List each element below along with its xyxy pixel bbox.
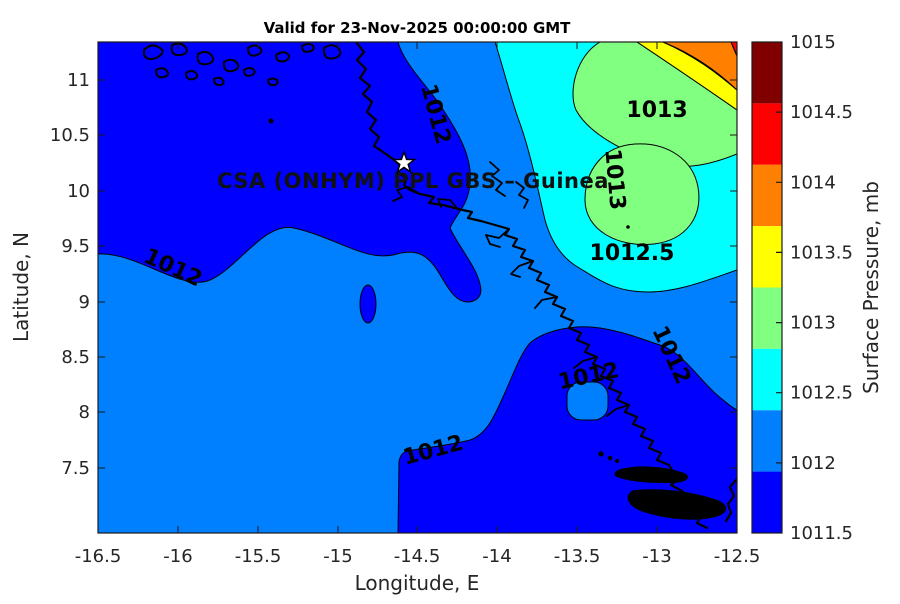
colorbar-segment bbox=[752, 103, 782, 165]
x-tick: -16.5 bbox=[75, 546, 122, 567]
colorbar-segment bbox=[752, 42, 782, 104]
y-tick: 7.5 bbox=[61, 458, 90, 479]
island-sherbro-large bbox=[627, 489, 727, 520]
colorbar-segment bbox=[752, 226, 782, 288]
colorbar-segment bbox=[752, 471, 782, 533]
colorbar-tick-label: 1013.5 bbox=[790, 242, 853, 263]
figure-title: Valid for 23-Nov-2025 00:00:00 GMT bbox=[264, 19, 572, 37]
islet-dot bbox=[268, 118, 274, 124]
star-marker-icon bbox=[391, 149, 417, 174]
contour-label-1013-rotated: 1013 bbox=[599, 148, 629, 211]
region-1013-lower-cell bbox=[584, 143, 700, 246]
island-group bbox=[268, 118, 727, 520]
colorbar-tick-label: 1013 bbox=[790, 313, 836, 334]
x-tick: -12.5 bbox=[714, 546, 761, 567]
colorbar-segment bbox=[752, 164, 782, 227]
colorbar-tick-label: 1014.5 bbox=[790, 102, 853, 123]
colorbar: 1015 1014.5 1014 1013.5 1013 1012.5 1012… bbox=[751, 32, 883, 544]
coastline-archipelago bbox=[143, 42, 342, 87]
region-1012-hole bbox=[566, 381, 609, 421]
colorbar-tick-label: 1012 bbox=[790, 453, 836, 474]
y-axis-ticks-right bbox=[730, 79, 737, 469]
x-tick: -16 bbox=[163, 546, 192, 567]
y-tick: 9 bbox=[79, 292, 90, 313]
y-tick: 10.5 bbox=[50, 125, 90, 146]
colorbar-ticks bbox=[776, 111, 782, 464]
colorbar-tick-label: 1014 bbox=[790, 172, 836, 193]
islet-dot bbox=[607, 455, 613, 461]
x-tick: -13.5 bbox=[554, 546, 601, 567]
x-tick: -15.5 bbox=[235, 546, 282, 567]
y-tick: 11 bbox=[67, 70, 90, 91]
coastline-main bbox=[354, 42, 709, 530]
island-sherbro-small bbox=[614, 466, 688, 483]
x-tick: -14 bbox=[482, 546, 511, 567]
coastline-right-edge bbox=[724, 477, 737, 523]
islet-dot bbox=[614, 458, 620, 464]
colorbar-axis-label: Surface Pressure, mb bbox=[859, 181, 883, 394]
contour-label-1013-upper: 1013 bbox=[626, 98, 687, 123]
islet-dot bbox=[598, 451, 604, 457]
y-tick: 10 bbox=[67, 181, 90, 202]
x-tick: -15 bbox=[323, 546, 352, 567]
contour-field: 1012 1012 1012 1012 1012 1013 1013 1012.… bbox=[98, 42, 737, 533]
y-tick: 9.5 bbox=[61, 236, 90, 257]
y-tick: 8.5 bbox=[61, 347, 90, 368]
plot-border bbox=[97, 41, 738, 534]
x-tick-labels: -16.5 -16 -15.5 -15 -14.5 -14 -13.5 -13 … bbox=[75, 546, 761, 567]
region-below-1012-northwest bbox=[98, 42, 482, 303]
x-axis-label: Longitude, E bbox=[355, 571, 480, 595]
colorbar-segment bbox=[752, 410, 782, 472]
colorbar-tick-label: 1011.5 bbox=[790, 523, 853, 544]
x-tick: -13 bbox=[642, 546, 671, 567]
region-1013p5-to-1014 bbox=[636, 42, 737, 111]
region-1014p5-to-1015 bbox=[730, 42, 737, 57]
contour-label-1012p5: 1012.5 bbox=[590, 241, 675, 266]
region-below-1012-small-oval bbox=[359, 284, 377, 324]
y-tick: 8 bbox=[79, 402, 90, 423]
y-axis-ticks-left bbox=[98, 79, 105, 469]
colorbar-tick-label: 1012.5 bbox=[790, 383, 853, 404]
colorbar-tick-label: 1015 bbox=[790, 32, 836, 53]
colorbar-border bbox=[751, 41, 783, 534]
colorbar-segment bbox=[752, 348, 782, 411]
x-tick: -14.5 bbox=[394, 546, 441, 567]
site-annotation: CSA (ONHYM) PPL GBS – Guinea bbox=[217, 169, 609, 193]
coastline-estuaries bbox=[392, 161, 630, 417]
tiny-contour-dot bbox=[626, 225, 630, 229]
y-tick-labels: 11 10.5 10 9.5 9 8.5 8 7.5 bbox=[50, 70, 90, 479]
map-plot-area: 1012 1012 1012 1012 1012 1013 1013 1012.… bbox=[97, 41, 738, 534]
coastline-group bbox=[143, 42, 737, 530]
y-axis-label: Latitude, N bbox=[9, 232, 33, 342]
colorbar-segment bbox=[752, 287, 782, 349]
